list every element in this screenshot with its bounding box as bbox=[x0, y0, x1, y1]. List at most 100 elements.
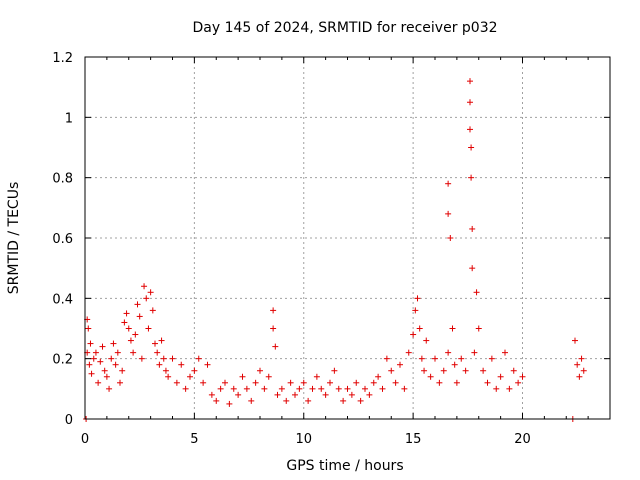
data-point bbox=[497, 373, 504, 380]
data-point bbox=[580, 367, 587, 374]
data-point bbox=[578, 355, 585, 362]
data-point bbox=[222, 379, 228, 386]
grid-lines bbox=[85, 57, 610, 419]
data-point bbox=[204, 361, 211, 368]
data-point bbox=[252, 379, 259, 386]
data-point bbox=[432, 355, 438, 362]
data-point bbox=[469, 225, 476, 232]
data-point bbox=[412, 307, 419, 314]
y-tick-label: 0 bbox=[65, 413, 73, 428]
data-point bbox=[149, 307, 156, 314]
data-point bbox=[572, 337, 578, 344]
data-point bbox=[370, 379, 377, 386]
data-point bbox=[401, 385, 408, 392]
data-point bbox=[195, 355, 202, 362]
x-axis-ticks: 0 5 10 15 20 bbox=[81, 57, 611, 447]
data-point bbox=[397, 361, 403, 368]
data-point bbox=[287, 379, 294, 386]
data-point bbox=[313, 373, 320, 380]
data-point bbox=[261, 385, 268, 392]
data-point bbox=[182, 385, 189, 392]
data-point bbox=[410, 331, 417, 338]
data-point bbox=[414, 295, 421, 302]
data-point bbox=[331, 367, 338, 374]
data-point bbox=[130, 349, 137, 356]
data-point bbox=[462, 367, 469, 374]
data-point bbox=[473, 289, 480, 296]
data-point bbox=[169, 355, 176, 362]
data-point bbox=[357, 397, 364, 404]
data-point bbox=[160, 355, 167, 362]
data-point bbox=[248, 397, 255, 404]
data-point bbox=[510, 367, 517, 374]
y-tick-label: 1 bbox=[65, 111, 73, 126]
data-point bbox=[344, 385, 351, 392]
data-point bbox=[416, 325, 423, 332]
data-point bbox=[375, 373, 382, 380]
data-point bbox=[445, 349, 452, 356]
data-point bbox=[103, 373, 110, 380]
data-point bbox=[388, 367, 395, 374]
data-point bbox=[421, 367, 428, 374]
data-point bbox=[392, 379, 399, 386]
data-point bbox=[265, 373, 272, 380]
data-point bbox=[154, 349, 161, 356]
data-point bbox=[119, 367, 126, 374]
data-point bbox=[348, 391, 355, 398]
y-axis-ticks: 0 0.2 0.4 0.6 0.8 1 1.2 bbox=[52, 51, 610, 428]
data-point bbox=[270, 307, 277, 314]
data-point bbox=[162, 367, 169, 374]
data-point bbox=[353, 379, 360, 386]
data-point bbox=[213, 397, 220, 404]
y-tick-label: 1.2 bbox=[52, 51, 73, 66]
data-point bbox=[127, 337, 134, 344]
y-tick-label: 0.4 bbox=[52, 292, 73, 307]
data-point bbox=[445, 180, 452, 187]
data-point bbox=[121, 319, 128, 326]
data-point bbox=[125, 325, 132, 332]
data-point bbox=[467, 126, 473, 133]
data-point bbox=[519, 373, 526, 380]
data-point bbox=[173, 379, 180, 386]
data-point bbox=[152, 340, 158, 347]
data-point bbox=[467, 78, 473, 85]
data-point bbox=[132, 331, 139, 338]
data-point bbox=[574, 361, 581, 368]
data-point bbox=[423, 337, 430, 344]
data-point bbox=[123, 310, 130, 317]
data-point bbox=[418, 355, 425, 362]
data-point bbox=[200, 379, 207, 386]
data-point bbox=[309, 385, 316, 392]
data-point bbox=[453, 379, 460, 386]
data-point bbox=[97, 358, 104, 365]
data-point bbox=[217, 385, 224, 392]
data-point bbox=[86, 361, 93, 368]
data-point bbox=[141, 283, 148, 290]
y-axis-label: SRMTID / TECUs bbox=[6, 182, 22, 295]
data-point bbox=[469, 265, 476, 272]
data-point bbox=[305, 397, 312, 404]
data-point bbox=[191, 367, 198, 374]
data-point bbox=[576, 373, 583, 380]
data-point bbox=[484, 379, 491, 386]
data-point bbox=[471, 349, 478, 356]
x-tick-label: 15 bbox=[405, 432, 422, 447]
data-point bbox=[143, 295, 150, 302]
data-point bbox=[274, 391, 281, 398]
data-point bbox=[165, 373, 172, 380]
data-point bbox=[436, 379, 443, 386]
data-point bbox=[468, 144, 475, 151]
data-point bbox=[335, 385, 342, 392]
data-point bbox=[106, 385, 113, 392]
data-point bbox=[468, 174, 475, 181]
data-point bbox=[506, 385, 513, 392]
data-point bbox=[292, 391, 298, 398]
data-point bbox=[445, 210, 452, 217]
data-point bbox=[447, 235, 454, 241]
data-point bbox=[101, 367, 108, 374]
data-point bbox=[272, 343, 279, 350]
data-point bbox=[405, 349, 412, 356]
data-points bbox=[83, 78, 587, 422]
data-point bbox=[138, 355, 145, 362]
